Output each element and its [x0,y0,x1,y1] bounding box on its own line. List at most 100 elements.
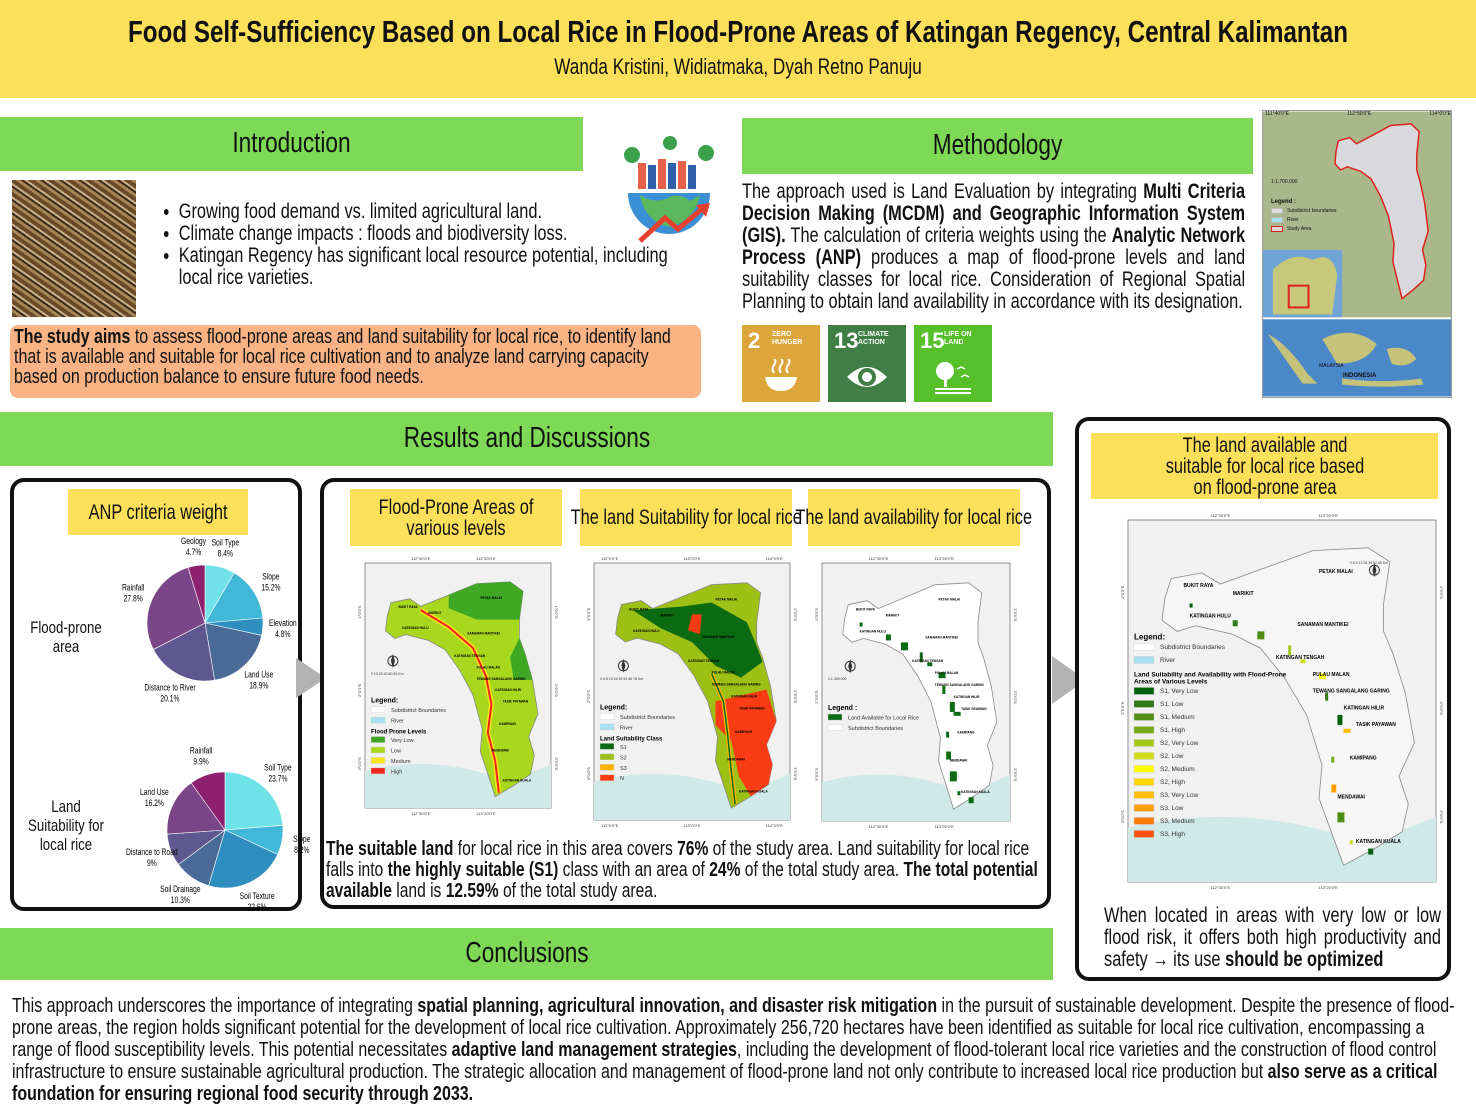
lon-tick: 112°50'0"E [1347,111,1372,117]
subdistrict-label: KATINGAN TENGAH [454,654,486,658]
regency-outline [1161,547,1415,866]
available-land-patch [957,791,961,796]
legend-label: Study Area [1287,226,1312,232]
flood-prone-map: BUKIT RAYA MARIKIT PETAK MALAI KATINGAN HUL… [355,553,561,818]
legend-label: N [620,776,624,782]
legend-label: Low [391,749,401,755]
legend-label: Subdistrict Boundaries [1160,644,1226,651]
legend-swatch [370,757,386,764]
bullet-item: Growing food demand vs. limited agricult… [179,201,695,223]
subdistrict-label: KATINGAN KUALA [961,790,990,794]
flood-high-area [420,609,500,794]
legend-swatch [1133,700,1155,708]
legend-label: Very Low [391,738,414,744]
legend-label: S3, Very Low [1160,792,1199,799]
pie-slice-value: 4.8% [275,629,290,639]
lon-tick-label: 112°30'0"E [411,811,431,816]
lon-tick-label: 113°20'0"E [934,824,954,829]
pie-slice-value: 8.4% [218,549,233,559]
legend-swatch [370,736,386,743]
available-land-patch [900,642,908,651]
text: of the total study area. [740,859,904,881]
lat-tick-label: 3°0'0"S [586,767,591,780]
legend-title: Legend : [828,705,857,712]
sdg-label: LIFE ON LAND [944,331,972,346]
pie-slice-label: Land Use [140,787,169,797]
available-land-patch [949,771,957,782]
lon-tick-label: 113°20'0"E [934,556,954,561]
legend-swatch [599,723,615,731]
text: class with an area of [558,859,710,881]
legend-label: S2, Low [1160,753,1184,760]
available-land-patch [1337,714,1343,725]
available-land-patch [1325,692,1329,701]
lat-tick-label: 1°0'0"S [814,608,819,621]
country-label: INDONESIA [1343,373,1377,379]
lon-tick: 111°40'0"E [1265,111,1290,117]
pie-slice-label: Geology [181,536,206,546]
legend-swatch [370,746,386,754]
legend-swatch [827,724,843,731]
subdistrict-label: TASIK PAYAWAN [739,706,765,710]
sea [594,773,790,820]
lat-tick-label: 1°0'0"S [554,605,559,618]
regency-outline [842,582,998,810]
legend-swatch [599,764,615,771]
lon-tick-label: 112°30'0"E [869,556,889,561]
subdistrict-label: KATINGAN HULU [860,629,887,633]
subdistrict-label: KATINGAN HULU [1190,613,1232,619]
lon-tick-label: 112°30'0"E [1211,513,1231,518]
bold-text: the highly suitable (S1) [387,859,559,881]
text: for local rice in this area covers [453,838,678,860]
legend-swatch [1133,752,1155,760]
sea [822,774,1010,821]
subdistrict-label: TEWANG SANGALANG GARING [1313,689,1390,695]
subdistrict-label: MENDAWAI [491,748,509,752]
legend-label: S2, High [1160,779,1185,786]
lon-tick-label: 114°0'0"E [766,823,784,828]
scale-bar-label: 0 10 20 40 60 80 Km [371,672,404,676]
text: of the total study area. [498,880,658,902]
globe-people-illustration [620,133,718,245]
final-map-title-box: The land available and suitable for loca… [1091,433,1438,499]
subdistrict-label: PULAU MALAN [935,671,959,675]
legend-label: S1, High [1160,727,1185,734]
bold-text: 12.59% [445,880,499,902]
lat-tick-label: 2°0'0"S [554,684,559,697]
subdistrict-label: KATINGAN HILIR [954,695,980,699]
anp-title-box: ANP criteria weight [68,489,248,535]
suitability-n-area [715,689,777,797]
subdistrict-label: BUKIT RAYA [856,608,876,612]
subdistrict-label: KATINGAN HULU [633,629,660,633]
pie-slice-label: Slope [293,834,310,844]
subdistrict-label: MARIKIT [886,614,899,618]
bold-text: also serve as a critical foundation for … [12,1060,1438,1105]
lat-tick-label: 1°0'0"S [586,608,591,621]
legend-swatch [370,706,386,713]
subdistrict-label: MENDAWAI [950,758,968,762]
legend-swatch [1133,656,1155,664]
legend-swatch [1133,765,1155,773]
available-land-patch [949,701,955,712]
pie-slice-value: 23.7% [268,774,287,784]
legend-label: S1, Low [1160,701,1184,708]
pie-slice-value: 9% [147,858,157,868]
legend-swatch [1271,226,1283,232]
available-land-patch [1349,840,1353,845]
available-land-patch [1257,631,1265,640]
legend-swatch [1133,687,1155,695]
available-land-patch [1337,812,1345,823]
sdg-goal-2-tile: 2 ZERO HUNGER [742,325,820,402]
lon-tick-label: 112°30'0"E [411,556,431,561]
sea [1128,816,1436,882]
flood-very-low-area [510,638,533,680]
lon-tick-label: 112°30'0"E [1211,885,1231,890]
text: , including the development of flood-tol… [12,1038,1437,1083]
pie-slice-label: Rainfall [190,746,213,756]
legend-label: River [1160,657,1176,664]
legend-label: S3, Low [1160,805,1184,812]
results-heading: Results and Discussions [403,422,651,454]
subdistrict-label: BUKIT RAYA [398,605,418,609]
methodology-heading: Methodology [932,129,1063,161]
subdistrict-label: KATINGAN TENGAH [1276,655,1325,661]
